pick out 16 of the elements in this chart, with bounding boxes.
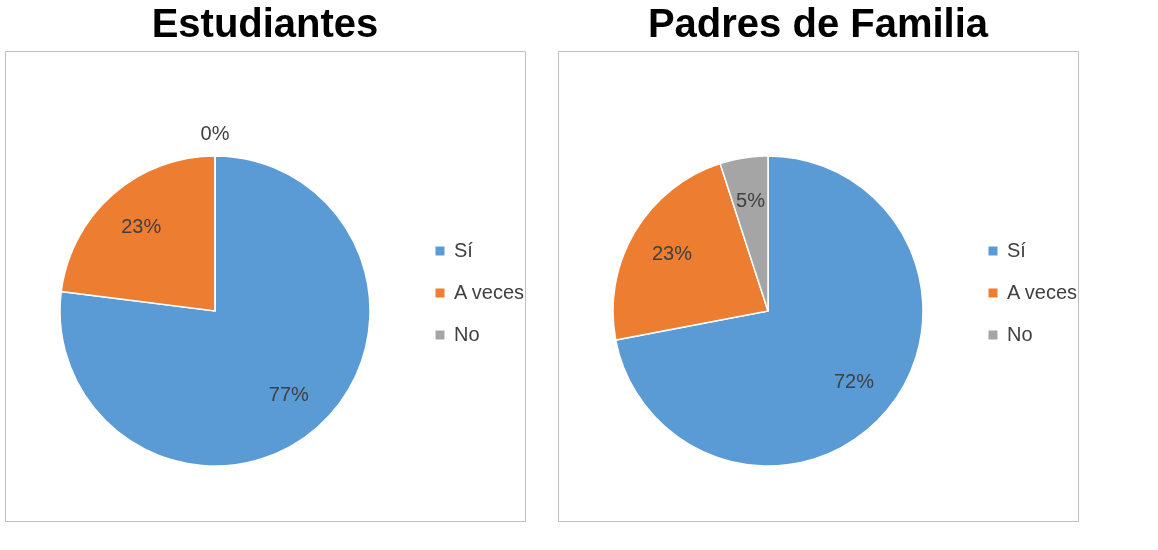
text: 0%	[200, 122, 230, 144]
data-label: 5%	[736, 188, 766, 211]
pie-slice	[615, 155, 924, 467]
legend-label: Sí	[454, 239, 474, 261]
data-label: 77%	[268, 382, 310, 405]
data-label: 23%	[121, 215, 162, 238]
chart-title: Padres de Familia	[647, 1, 989, 45]
chart-title: Estudiantes	[151, 1, 379, 45]
legend-label: A veces	[1007, 281, 1078, 303]
legend-label: No	[1007, 323, 1033, 345]
legend-label: No	[454, 323, 480, 345]
legend-label: Sí	[1007, 239, 1027, 261]
pie-slice	[59, 155, 371, 467]
legend-label: A veces	[454, 281, 525, 303]
data-label: 72%	[833, 370, 875, 393]
data-label: 23%	[651, 242, 693, 265]
